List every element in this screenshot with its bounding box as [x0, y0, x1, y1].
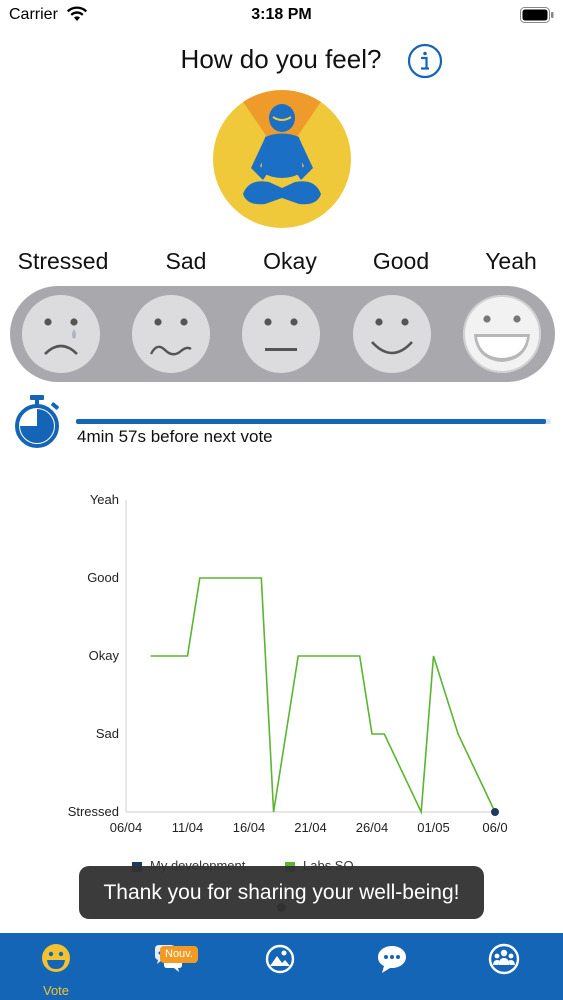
mood-label-good: Good — [372, 248, 430, 274]
x-tick-label: 11/04 — [172, 820, 204, 835]
smiley-icon — [42, 944, 70, 972]
tab-discussions[interactable] — [112, 933, 224, 1000]
tab-bar: Vote — [0, 933, 563, 1000]
y-tick-label: Stressed — [68, 804, 119, 819]
x-tick-label: 26/04 — [356, 820, 389, 835]
x-tick-label: 01/05 — [417, 820, 450, 835]
mountain-photo-icon — [265, 944, 295, 974]
mood-label-yeah: Yeah — [485, 248, 537, 274]
wifi-icon — [67, 6, 87, 21]
big-smile-face-icon[interactable] — [462, 294, 542, 374]
tab-vote[interactable]: Vote — [0, 933, 112, 1000]
y-tick-label: Okay — [89, 648, 120, 663]
mood-history-chart: Stressed Sad Okay Good Yeah 06/04 11/04 16/04 21… — [68, 492, 508, 835]
x-tick-label: 06/0 — [482, 820, 507, 835]
smile-face-icon[interactable] — [352, 294, 432, 374]
mood-label-stressed: Stressed — [17, 248, 109, 274]
meditation-avatar-icon — [213, 90, 351, 228]
vote-timer-progress-fill — [76, 419, 547, 424]
new-badge: Nouv. — [160, 946, 198, 963]
tab-gallery[interactable] — [224, 933, 336, 1000]
tab-messages[interactable] — [336, 933, 448, 1000]
neutral-face-icon[interactable] — [241, 294, 321, 374]
vote-timer-text: 4min 57s before next vote — [77, 427, 273, 446]
stopwatch-icon — [15, 395, 59, 448]
page-title: How do you feel? — [180, 44, 382, 74]
y-tick-label: Good — [87, 570, 119, 585]
mood-label-sad: Sad — [165, 248, 207, 274]
x-tick-label: 16/04 — [233, 820, 266, 835]
status-bar: Carrier 3:18 PM — [0, 0, 563, 30]
y-tick-label: Yeah — [90, 492, 119, 507]
y-tick-label: Sad — [96, 726, 119, 741]
status-time: 3:18 PM — [251, 6, 312, 23]
vote-timer-progress — [76, 419, 551, 424]
sad-face-icon[interactable] — [131, 294, 211, 374]
series-point-my-development — [491, 808, 499, 816]
stressed-face-icon[interactable] — [21, 294, 101, 374]
battery-icon — [520, 7, 554, 23]
carrier-label: Carrier — [9, 6, 58, 23]
x-tick-label: 21/04 — [294, 820, 327, 835]
speech-bubble-icon — [378, 946, 406, 973]
tab-groups[interactable] — [448, 933, 560, 1000]
info-icon[interactable] — [407, 43, 443, 79]
toast-message: Thank you for sharing your well-being! — [79, 866, 484, 919]
tab-vote-label: Vote — [42, 983, 70, 998]
x-tick-label: 06/04 — [110, 820, 143, 835]
series-line-labs-so — [150, 577, 496, 816]
group-icon — [488, 943, 520, 975]
mood-label-okay: Okay — [263, 248, 317, 274]
